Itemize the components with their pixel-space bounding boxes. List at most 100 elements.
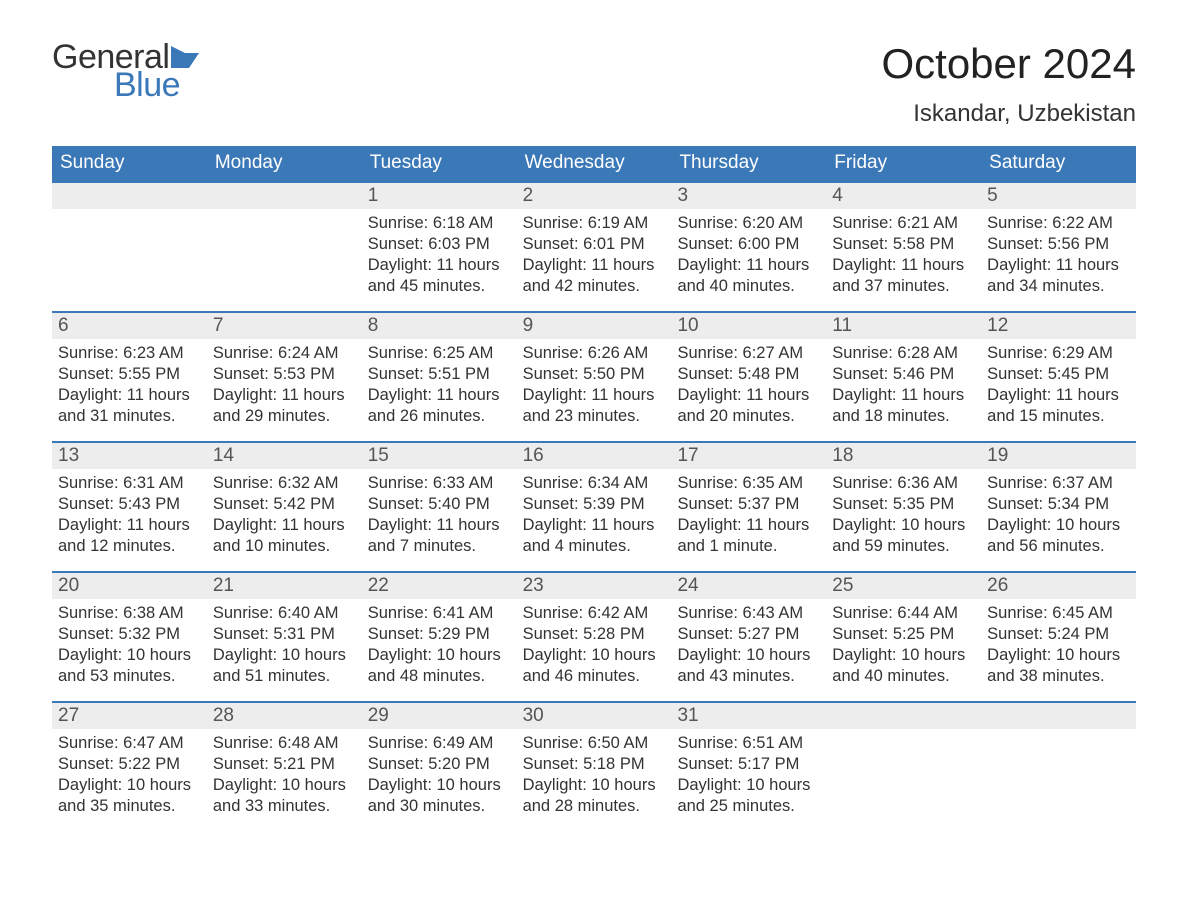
sunset-line: Sunset: 5:32 PM — [58, 624, 201, 645]
sunset-line: Sunset: 5:25 PM — [832, 624, 975, 645]
sunset-line: Sunset: 5:45 PM — [987, 364, 1130, 385]
sunset-line: Sunset: 5:56 PM — [987, 234, 1130, 255]
sunset-line: Sunset: 5:20 PM — [368, 754, 511, 775]
day-body: Sunrise: 6:37 AMSunset: 5:34 PMDaylight:… — [981, 469, 1136, 559]
sunrise-line: Sunrise: 6:51 AM — [677, 733, 820, 754]
weekday-header: Tuesday — [362, 146, 517, 181]
daylight-line-1: Daylight: 11 hours — [677, 515, 820, 536]
day-body: Sunrise: 6:44 AMSunset: 5:25 PMDaylight:… — [826, 599, 981, 689]
daylight-line-1: Daylight: 11 hours — [368, 255, 511, 276]
weekday-header-row: SundayMondayTuesdayWednesdayThursdayFrid… — [52, 146, 1136, 181]
day-number: 1 — [362, 183, 517, 209]
day-cell: 22Sunrise: 6:41 AMSunset: 5:29 PMDayligh… — [362, 573, 517, 701]
day-cell — [52, 183, 207, 311]
day-cell: 27Sunrise: 6:47 AMSunset: 5:22 PMDayligh… — [52, 703, 207, 831]
daylight-line-1: Daylight: 10 hours — [58, 775, 201, 796]
sunrise-line: Sunrise: 6:20 AM — [677, 213, 820, 234]
daylight-line-1: Daylight: 10 hours — [523, 775, 666, 796]
daylight-line-1: Daylight: 11 hours — [213, 385, 356, 406]
day-cell: 21Sunrise: 6:40 AMSunset: 5:31 PMDayligh… — [207, 573, 362, 701]
day-number: 10 — [671, 313, 826, 339]
sunrise-line: Sunrise: 6:22 AM — [987, 213, 1130, 234]
day-number: 4 — [826, 183, 981, 209]
day-number: 7 — [207, 313, 362, 339]
day-body: Sunrise: 6:48 AMSunset: 5:21 PMDaylight:… — [207, 729, 362, 819]
day-body: Sunrise: 6:27 AMSunset: 5:48 PMDaylight:… — [671, 339, 826, 429]
sunrise-line: Sunrise: 6:42 AM — [523, 603, 666, 624]
sunset-line: Sunset: 5:28 PM — [523, 624, 666, 645]
sunrise-line: Sunrise: 6:23 AM — [58, 343, 201, 364]
header: General Blue October 2024 Iskandar, Uzbe… — [52, 40, 1136, 128]
daylight-line-1: Daylight: 11 hours — [213, 515, 356, 536]
sunset-line: Sunset: 5:24 PM — [987, 624, 1130, 645]
day-cell: 9Sunrise: 6:26 AMSunset: 5:50 PMDaylight… — [517, 313, 672, 441]
day-cell: 7 Sunrise: 6:24 AMSunset: 5:53 PMDaylight… — [207, 313, 362, 441]
daylight-line-1: Daylight: 11 hours — [987, 385, 1130, 406]
day-number: 20 — [52, 573, 207, 599]
week-row: 1Sunrise: 6:18 AMSunset: 6:03 PMDaylight… — [52, 181, 1136, 311]
day-number: 6 — [52, 313, 207, 339]
daylight-line-2: and 48 minutes. — [368, 666, 511, 687]
day-body: Sunrise: 6:40 AMSunset: 5:31 PMDaylight:… — [207, 599, 362, 689]
daylight-line-2: and 29 minutes. — [213, 406, 356, 427]
sunrise-line: Sunrise: 6:26 AM — [523, 343, 666, 364]
daylight-line-1: Daylight: 10 hours — [677, 645, 820, 666]
sunset-line: Sunset: 5:50 PM — [523, 364, 666, 385]
daylight-line-2: and 37 minutes. — [832, 276, 975, 297]
sunset-line: Sunset: 5:46 PM — [832, 364, 975, 385]
day-number: 11 — [826, 313, 981, 339]
day-body: Sunrise: 6:49 AMSunset: 5:20 PMDaylight:… — [362, 729, 517, 819]
sunset-line: Sunset: 6:03 PM — [368, 234, 511, 255]
day-cell: 30Sunrise: 6:50 AMSunset: 5:18 PMDayligh… — [517, 703, 672, 831]
location-label: Iskandar, Uzbekistan — [881, 100, 1136, 128]
sunrise-line: Sunrise: 6:34 AM — [523, 473, 666, 494]
day-body: Sunrise: 6:45 AMSunset: 5:24 PMDaylight:… — [981, 599, 1136, 689]
sunset-line: Sunset: 5:31 PM — [213, 624, 356, 645]
day-body: Sunrise: 6:42 AMSunset: 5:28 PMDaylight:… — [517, 599, 672, 689]
daylight-line-2: and 15 minutes. — [987, 406, 1130, 427]
sunset-line: Sunset: 5:42 PM — [213, 494, 356, 515]
day-cell: 29Sunrise: 6:49 AMSunset: 5:20 PMDayligh… — [362, 703, 517, 831]
sunrise-line: Sunrise: 6:24 AM — [213, 343, 356, 364]
daylight-line-2: and 20 minutes. — [677, 406, 820, 427]
sunset-line: Sunset: 5:53 PM — [213, 364, 356, 385]
sunset-line: Sunset: 5:35 PM — [832, 494, 975, 515]
day-number: 31 — [671, 703, 826, 729]
sunset-line: Sunset: 5:21 PM — [213, 754, 356, 775]
day-cell: 20Sunrise: 6:38 AMSunset: 5:32 PMDayligh… — [52, 573, 207, 701]
day-body: Sunrise: 6:51 AMSunset: 5:17 PMDaylight:… — [671, 729, 826, 819]
brand-word-2: Blue — [114, 68, 205, 102]
sunset-line: Sunset: 5:29 PM — [368, 624, 511, 645]
day-cell: 31Sunrise: 6:51 AMSunset: 5:17 PMDayligh… — [671, 703, 826, 831]
day-body: Sunrise: 6:23 AMSunset: 5:55 PMDaylight:… — [52, 339, 207, 429]
daylight-line-1: Daylight: 11 hours — [677, 385, 820, 406]
day-body: Sunrise: 6:34 AMSunset: 5:39 PMDaylight:… — [517, 469, 672, 559]
daylight-line-1: Daylight: 10 hours — [832, 515, 975, 536]
day-body: Sunrise: 6:47 AMSunset: 5:22 PMDaylight:… — [52, 729, 207, 819]
day-body: Sunrise: 6:20 AMSunset: 6:00 PMDaylight:… — [671, 209, 826, 299]
weekday-header: Friday — [826, 146, 981, 181]
sunrise-line: Sunrise: 6:31 AM — [58, 473, 201, 494]
daylight-line-2: and 28 minutes. — [523, 796, 666, 817]
daylight-line-2: and 59 minutes. — [832, 536, 975, 557]
day-cell: 16Sunrise: 6:34 AMSunset: 5:39 PMDayligh… — [517, 443, 672, 571]
day-cell: 19Sunrise: 6:37 AMSunset: 5:34 PMDayligh… — [981, 443, 1136, 571]
day-cell: 1Sunrise: 6:18 AMSunset: 6:03 PMDaylight… — [362, 183, 517, 311]
daylight-line-1: Daylight: 10 hours — [213, 645, 356, 666]
sunrise-line: Sunrise: 6:28 AM — [832, 343, 975, 364]
day-number: 24 — [671, 573, 826, 599]
day-body: Sunrise: 6:25 AMSunset: 5:51 PMDaylight:… — [362, 339, 517, 429]
sunset-line: Sunset: 5:27 PM — [677, 624, 820, 645]
day-number: 29 — [362, 703, 517, 729]
daylight-line-1: Daylight: 11 hours — [832, 255, 975, 276]
sunrise-line: Sunrise: 6:32 AM — [213, 473, 356, 494]
day-number — [981, 703, 1136, 729]
day-cell: 18Sunrise: 6:36 AMSunset: 5:35 PMDayligh… — [826, 443, 981, 571]
sunset-line: Sunset: 6:01 PM — [523, 234, 666, 255]
daylight-line-1: Daylight: 11 hours — [368, 515, 511, 536]
daylight-line-2: and 25 minutes. — [677, 796, 820, 817]
day-number: 14 — [207, 443, 362, 469]
sunset-line: Sunset: 5:55 PM — [58, 364, 201, 385]
daylight-line-2: and 43 minutes. — [677, 666, 820, 687]
day-number: 18 — [826, 443, 981, 469]
